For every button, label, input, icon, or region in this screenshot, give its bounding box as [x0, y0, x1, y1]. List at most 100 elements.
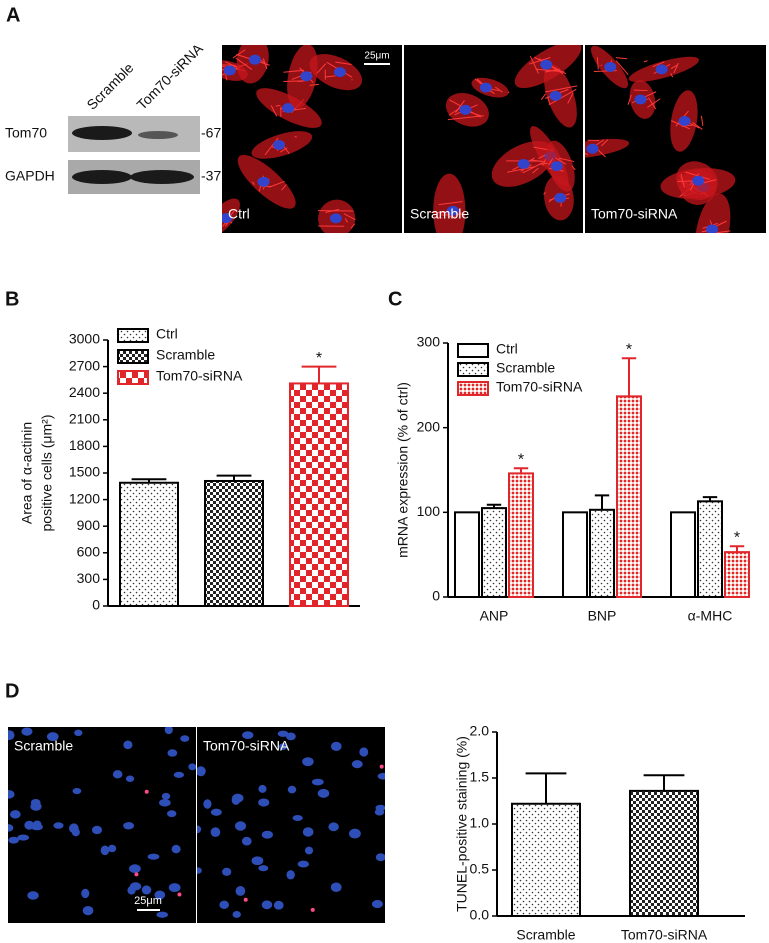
y-tick-label: 3000	[69, 331, 100, 347]
nucleus	[8, 789, 15, 799]
nucleus	[333, 67, 346, 78]
nucleus	[479, 82, 492, 93]
nucleus	[241, 836, 252, 846]
fiber	[681, 124, 694, 127]
panel-label: C	[388, 288, 402, 310]
tunel-dot	[177, 892, 182, 897]
nucleus	[8, 730, 15, 741]
fiber	[627, 94, 632, 105]
nucleus	[251, 856, 264, 866]
fiber	[710, 230, 731, 233]
error-bar	[131, 478, 167, 483]
nucleus	[261, 900, 273, 910]
blot-band	[72, 126, 132, 140]
significance: *	[316, 350, 322, 367]
y-tick-label: 1.0	[470, 815, 490, 831]
nucleus	[24, 820, 35, 830]
y-tick-label: 1800	[69, 437, 100, 453]
micrograph: Tom70-siRNA	[197, 727, 385, 923]
nucleus	[164, 727, 173, 735]
nucleus	[210, 808, 222, 816]
nucleus	[72, 787, 82, 795]
tunel-dot	[134, 872, 139, 877]
nucleus	[112, 770, 123, 779]
image-label: Scramble	[410, 206, 469, 222]
blot-band	[130, 170, 194, 184]
nucleus	[32, 820, 42, 829]
y-tick-label: 1200	[69, 490, 100, 506]
bar	[724, 551, 750, 598]
tunel-dot	[243, 897, 248, 902]
fiber	[671, 120, 691, 130]
fiber	[544, 85, 578, 93]
fiber	[558, 157, 575, 163]
y-axis-label: TUNEL-positive staining (%)	[454, 736, 470, 912]
fiber	[680, 173, 685, 188]
y-axis-label: Area of α-actinin	[19, 422, 35, 524]
nucleus	[517, 158, 530, 169]
nucleus	[188, 763, 196, 771]
nucleus	[302, 827, 314, 837]
error-bar	[729, 545, 745, 553]
nucleus	[286, 870, 295, 880]
nucleus	[706, 224, 719, 233]
panel-label: D	[5, 680, 19, 702]
fiber	[315, 63, 327, 75]
fiber	[547, 97, 551, 104]
y-tick-label: 100	[417, 503, 441, 519]
y-tick-label: 1.5	[470, 769, 490, 785]
nucleus	[203, 799, 212, 809]
nucleus	[159, 799, 171, 807]
legend-label: Scramble	[496, 360, 555, 376]
nucleus	[277, 730, 289, 737]
significance: *	[626, 341, 632, 358]
nucleus	[258, 798, 270, 807]
nucleus	[655, 64, 668, 75]
fiber	[279, 147, 288, 153]
nucleus	[30, 802, 42, 811]
nucleus	[27, 891, 39, 900]
fiber	[571, 165, 576, 171]
nucleus	[123, 822, 135, 830]
protein-label: GAPDH	[5, 168, 55, 184]
nucleus	[692, 175, 705, 186]
fiber	[494, 86, 503, 93]
fiber	[529, 57, 551, 65]
protein-label: Tom70	[5, 125, 47, 141]
nucleus	[549, 90, 562, 101]
nucleus	[10, 810, 21, 819]
nucleus	[292, 815, 303, 822]
nucleus	[328, 822, 339, 832]
micrograph: Ctrl	[222, 45, 402, 233]
fiber	[532, 167, 539, 174]
nucleus	[219, 900, 229, 910]
micrograph-content	[197, 730, 385, 918]
legend-swatch	[457, 343, 489, 358]
error-bar	[702, 496, 718, 502]
image-label: Ctrl	[228, 206, 250, 222]
fiber	[283, 69, 305, 73]
error-bar	[216, 474, 252, 481]
error-bar	[621, 357, 637, 397]
significance: *	[734, 529, 740, 546]
y-tick-label: 0.0	[470, 907, 490, 923]
nucleus	[302, 757, 314, 767]
nucleus	[69, 823, 79, 834]
nucleus	[167, 810, 177, 818]
nucleus	[17, 834, 30, 841]
fiber	[670, 64, 678, 70]
fiber	[325, 75, 336, 78]
nucleus	[141, 885, 152, 895]
error-bar	[486, 503, 502, 509]
fiber	[615, 57, 628, 60]
bar	[562, 511, 588, 598]
nucleus	[21, 727, 33, 736]
fiber	[670, 72, 674, 78]
y-tick-label: 2100	[69, 411, 100, 427]
fiber	[344, 218, 348, 223]
nucleus	[161, 792, 171, 800]
bar	[670, 511, 696, 598]
fiber	[251, 181, 256, 186]
